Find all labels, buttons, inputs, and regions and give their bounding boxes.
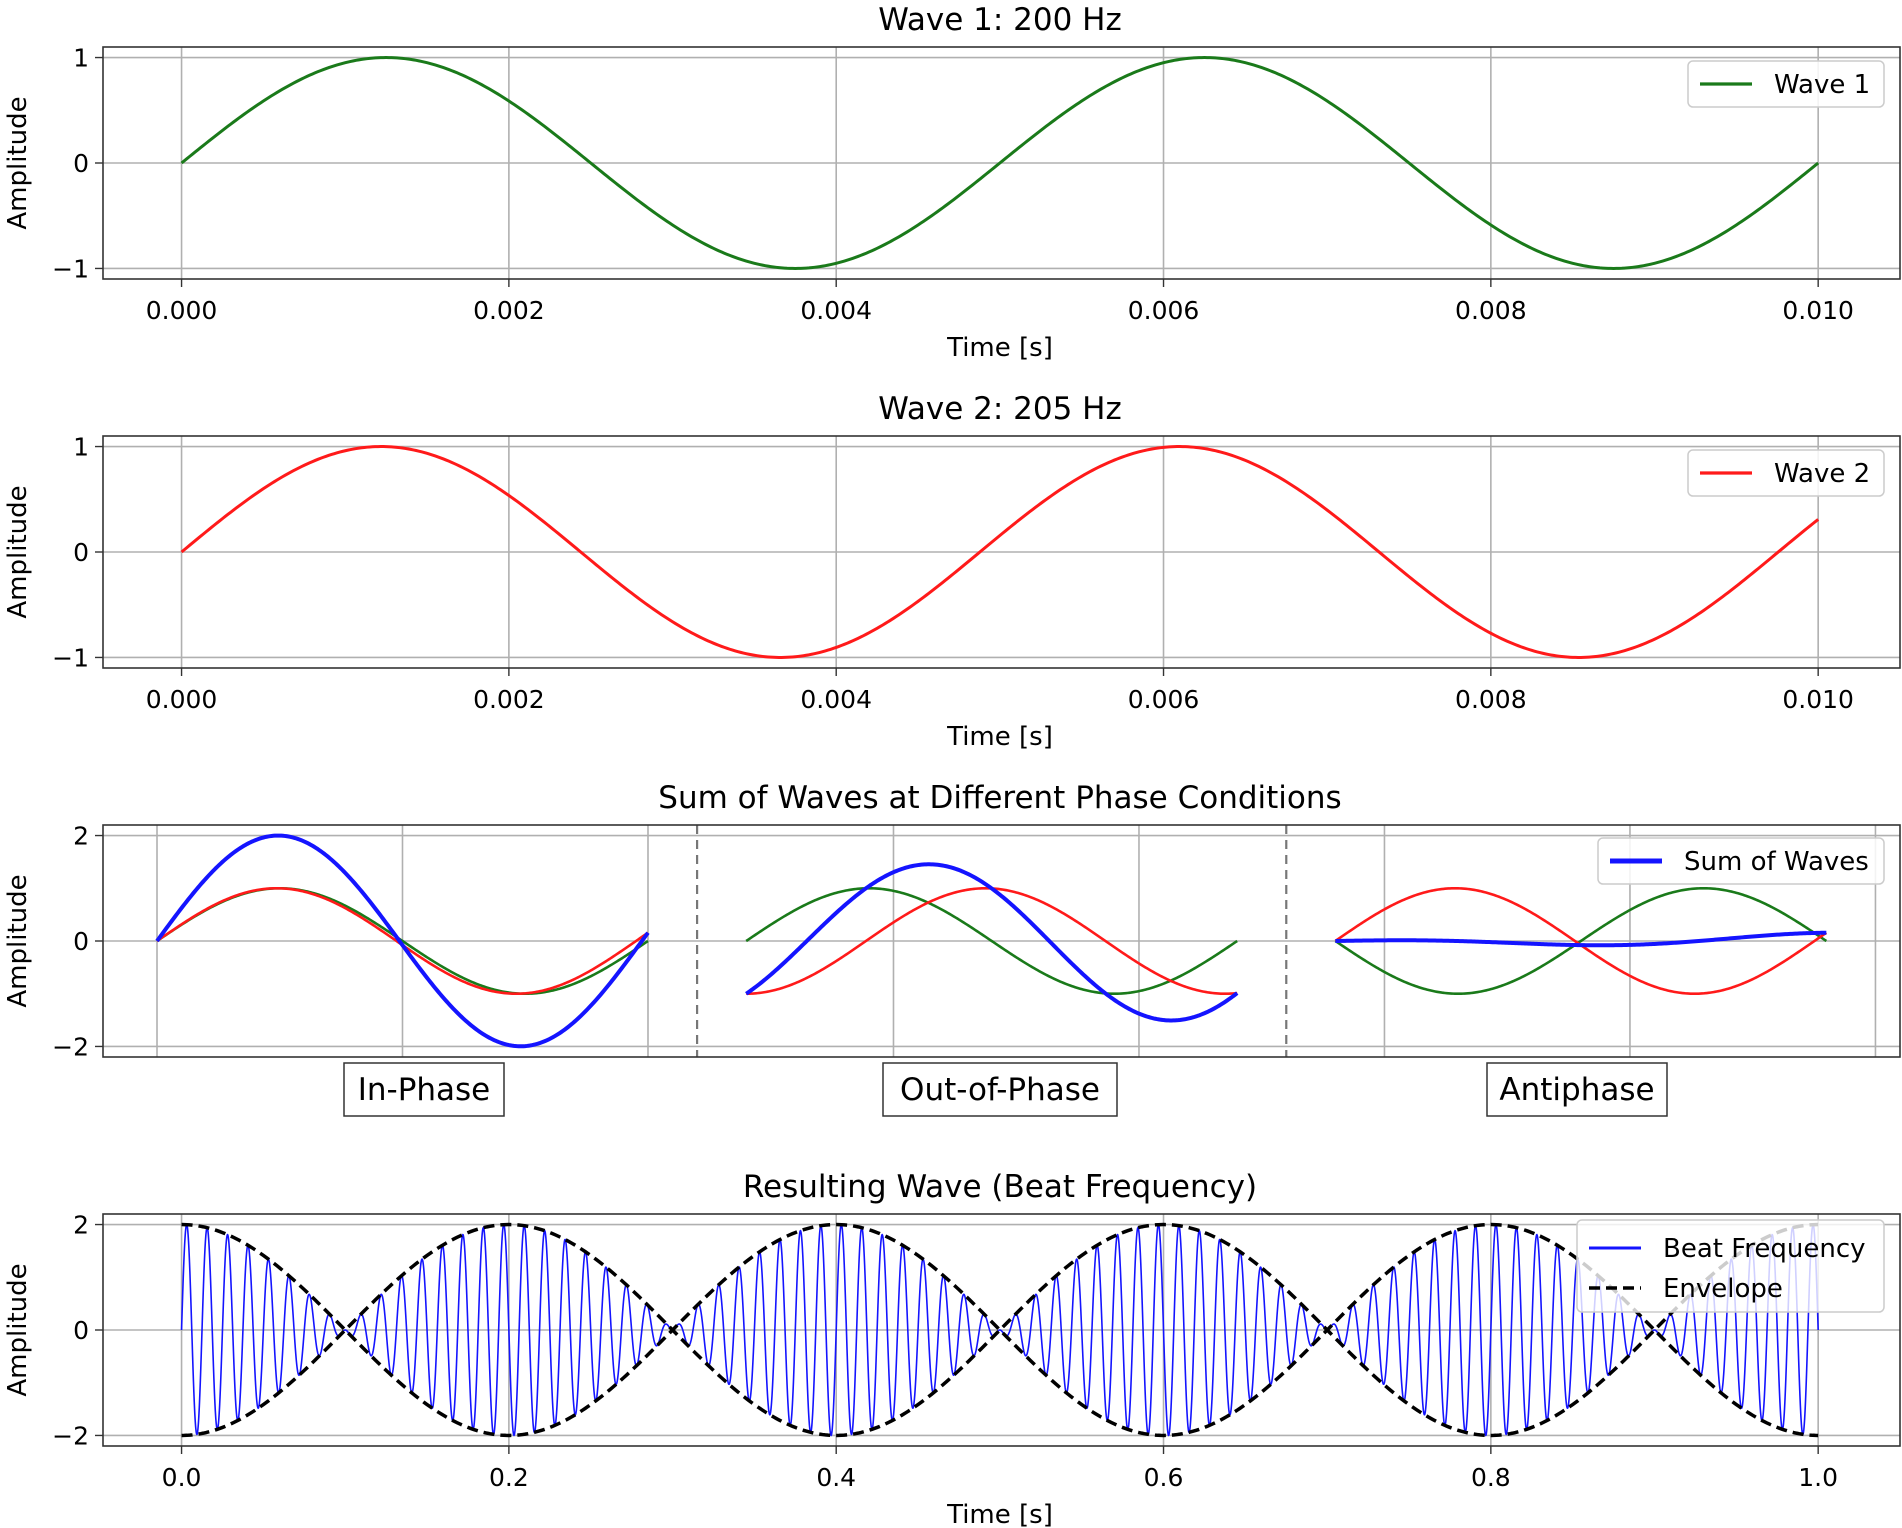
chart-title: Wave 2: 205 Hz <box>878 391 1122 427</box>
y-axis-label: Amplitude <box>3 874 33 1007</box>
sum-wave-out-of-phase <box>745 862 1239 1023</box>
series-group <box>180 445 1820 659</box>
legend-box <box>1687 60 1885 108</box>
x-tick-label: 0.006 <box>1128 296 1200 325</box>
x-tick-label: 0.4 <box>816 1463 856 1492</box>
x-tick-label: 0.002 <box>473 296 545 325</box>
phase-labels: In-Phase Out-of-Phase Antiphase <box>343 1062 1668 1117</box>
legend: Wave 2 <box>1687 449 1885 497</box>
tick-group: −2 0 2 <box>52 822 103 1061</box>
phase-label-in-phase: In-Phase <box>358 1072 491 1108</box>
chart-title: Resulting Wave (Beat Frequency) <box>743 1169 1257 1205</box>
x-tick-label: 0.004 <box>800 685 872 714</box>
chart-phase-conditions: Sum of Waves at Different Phase Conditio… <box>3 780 1901 1117</box>
series-line-wave-2 <box>180 445 1820 659</box>
chart-wave-1: Wave 1: 200 Hz −1 0 1 0.000 0.002 0.004 0.006 0… <box>3 2 1901 363</box>
legend: Wave 1 <box>1687 60 1885 108</box>
x-tick-label: 0.000 <box>146 685 218 714</box>
y-tick-label: 2 <box>73 1211 89 1240</box>
y-tick-label: 1 <box>73 44 89 73</box>
chart-wave-2: Wave 2: 205 Hz −1 0 1 0.000 0.002 0.004 0.006 0… <box>3 391 1901 752</box>
x-tick-label: 0.8 <box>1471 1463 1511 1492</box>
y-axis-label: Amplitude <box>3 1263 33 1396</box>
chart-beat-frequency: Resulting Wave (Beat Frequency) −2 0 2 0.0 0… <box>3 1169 1901 1528</box>
sum-wave-antiphase <box>1335 930 1827 948</box>
legend-label-envelope: Envelope <box>1663 1274 1783 1304</box>
phase-label-antiphase: Antiphase <box>1499 1072 1654 1108</box>
y-tick-label: 1 <box>73 433 89 462</box>
tick-group: −2 0 2 0.0 0.2 0.4 0.6 0.8 1.0 <box>52 1211 1838 1492</box>
legend-label-sum: Sum of Waves <box>1684 847 1869 877</box>
x-tick-label: 0.010 <box>1782 685 1854 714</box>
legend-box <box>1576 1219 1885 1313</box>
series-line-beat-frequency <box>180 1223 1819 1437</box>
series-line-wave-1 <box>180 56 1820 270</box>
series-line-envelope-upper <box>181 1222 1819 1438</box>
legend-box <box>1597 837 1885 885</box>
tick-group: −1 0 1 0.000 0.002 0.004 0.006 0.008 0.010 <box>52 433 1854 714</box>
x-tick-label: 0.008 <box>1455 296 1527 325</box>
x-tick-label: 0.002 <box>473 685 545 714</box>
legend: Sum of Waves <box>1597 837 1885 885</box>
x-tick-label: 0.010 <box>1782 296 1854 325</box>
x-tick-label: 0.008 <box>1455 685 1527 714</box>
y-tick-label: 0 <box>73 1316 89 1345</box>
y-axis-label: Amplitude <box>3 485 33 618</box>
grid <box>103 825 1900 1057</box>
y-tick-label: 2 <box>73 822 89 851</box>
y-tick-label: −2 <box>52 1032 89 1061</box>
x-tick-label: 1.0 <box>1798 1463 1838 1492</box>
wave-1-antiphase <box>1334 886 1828 996</box>
phase-label-box-out-of-phase <box>882 1062 1118 1117</box>
x-tick-label: 0.004 <box>800 296 872 325</box>
x-tick-label: 0.0 <box>162 1463 202 1492</box>
series-line-envelope-lower <box>181 1222 1819 1438</box>
series-group <box>155 825 1828 1057</box>
wave-1-out-of-phase <box>745 886 1238 996</box>
legend-box <box>1687 449 1885 497</box>
x-tick-label: 0.6 <box>1144 1463 1184 1492</box>
x-axis-label: Time [s] <box>946 1500 1053 1528</box>
y-tick-label: 0 <box>73 538 89 567</box>
legend: Beat Frequency Envelope <box>1576 1219 1885 1313</box>
grid <box>103 436 1900 668</box>
sum-wave-in-phase <box>155 833 650 1049</box>
series-group <box>180 1222 1819 1438</box>
tick-group: −1 0 1 0.000 0.002 0.004 0.006 0.008 0.010 <box>52 44 1854 325</box>
y-axis-label: Amplitude <box>3 96 33 229</box>
legend-label-beat: Beat Frequency <box>1663 1234 1866 1264</box>
x-axis-label: Time [s] <box>946 333 1053 363</box>
y-tick-label: −1 <box>52 643 89 672</box>
y-tick-label: −2 <box>52 1421 89 1450</box>
x-tick-label: 0.2 <box>489 1463 529 1492</box>
y-tick-label: −1 <box>52 254 89 283</box>
series-group <box>180 56 1820 270</box>
phase-label-box-in-phase <box>343 1062 505 1117</box>
x-tick-label: 0.006 <box>1128 685 1200 714</box>
phase-label-box-antiphase <box>1486 1062 1668 1117</box>
y-tick-label: 0 <box>73 149 89 178</box>
chart-title: Wave 1: 200 Hz <box>878 2 1122 38</box>
x-tick-label: 0.000 <box>146 296 218 325</box>
x-axis-label: Time [s] <box>946 722 1053 752</box>
chart-title: Sum of Waves at Different Phase Conditio… <box>658 780 1341 816</box>
legend-label-wave-1: Wave 1 <box>1774 70 1870 100</box>
y-tick-label: 0 <box>73 927 89 956</box>
legend-label-wave-2: Wave 2 <box>1774 459 1870 489</box>
phase-label-out-of-phase: Out-of-Phase <box>900 1072 1100 1108</box>
